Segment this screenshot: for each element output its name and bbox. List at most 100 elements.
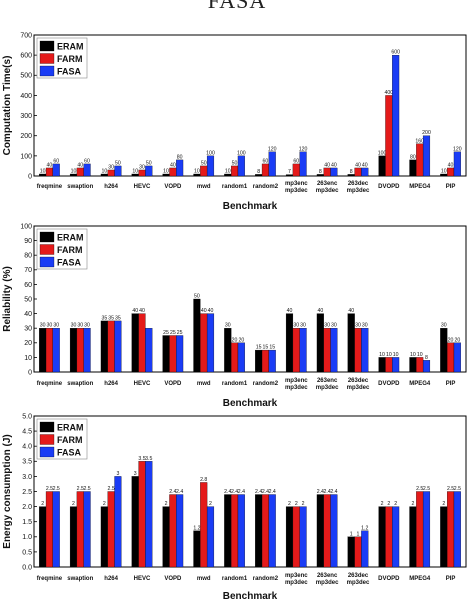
chart1-data-label: 40 xyxy=(362,162,368,168)
chart2-bar-fasa xyxy=(422,360,431,373)
chart3-bar-farm xyxy=(323,494,331,568)
chart3-data-label: 3 xyxy=(116,471,119,477)
chart2-data-label: 30 xyxy=(84,323,90,329)
chart2-bar-fasa xyxy=(145,328,153,373)
chart3-bar-eram xyxy=(285,506,294,568)
chart3-bar-fasa xyxy=(330,494,338,568)
chart2-data-label: 10 xyxy=(393,352,399,358)
chart2-data-label: 40 xyxy=(132,308,138,314)
chart2-bar-fasa xyxy=(176,335,184,373)
chart3-data-label: 2.5 xyxy=(77,486,84,492)
chart2-bar-fasa xyxy=(299,328,307,373)
chart1-bar-fasa xyxy=(330,167,338,177)
chart1-bar-fasa xyxy=(268,151,276,177)
chart2-category-label: h264 xyxy=(104,381,118,387)
chart2-bar-farm xyxy=(200,313,208,373)
chart2-category-label: freqmine xyxy=(37,381,63,387)
chart2-ytick-label: 60 xyxy=(24,282,32,289)
chart3-ytick-label: 3.5 xyxy=(22,459,32,466)
chart2-category-label: VOPD xyxy=(164,381,182,387)
chart2-ytick-label: 80 xyxy=(24,253,32,260)
chart3-data-label: 2.5 xyxy=(454,486,461,492)
chart3-data-label: 2 xyxy=(209,501,212,507)
chart2-legend-label-fasa: FASA xyxy=(57,258,82,268)
chart1-bar-fasa xyxy=(237,155,245,177)
chart1-data-label: 10 xyxy=(225,168,231,174)
chart3-category-label: DVOPD xyxy=(378,576,400,582)
chart1-data-label: 60 xyxy=(263,158,269,164)
chart3-category-label: mp3dec xyxy=(347,580,370,586)
chart2-bar-eram xyxy=(347,313,355,373)
chart3-data-label: 2.5 xyxy=(108,486,115,492)
chart1-legend-label-farm: FARM xyxy=(57,54,83,64)
chart1-bar-fasa xyxy=(52,163,60,177)
chart3-data-label: 2.5 xyxy=(423,486,430,492)
chart3-data-label: 1.2 xyxy=(361,525,368,531)
chart2-data-label: 50 xyxy=(194,294,200,300)
chart2-bar-eram xyxy=(39,328,47,373)
figure-caption: FASA xyxy=(207,0,267,13)
chart1-bar-farm xyxy=(292,163,300,177)
chart1-data-label: 600 xyxy=(391,50,400,56)
chart2-bar-fasa xyxy=(206,313,215,373)
chart3-bar-eram xyxy=(440,506,448,568)
chart2-data-label: 30 xyxy=(77,323,83,329)
chart1-bar-farm xyxy=(76,167,84,177)
chart2-category-label: mp3enc xyxy=(285,378,308,384)
chart3-data-label: 2 xyxy=(411,501,414,507)
chart2-data-label: 20 xyxy=(238,337,244,343)
chart2-category-label: 263dec xyxy=(348,378,369,384)
chart1-bar-fasa xyxy=(361,167,369,177)
chart1-bar-fasa xyxy=(206,155,215,177)
chart3-legend-swatch-fasa xyxy=(39,446,55,458)
chart2-data-label: 30 xyxy=(355,323,361,329)
chart1-bar-eram xyxy=(409,159,417,177)
chart1-legend-label-fasa: FASA xyxy=(57,67,82,77)
chart3-data-label: 2 xyxy=(295,501,298,507)
chart1-data-label: 160 xyxy=(415,138,424,144)
chart3-x-axis-label: Benchmark xyxy=(223,591,278,602)
chart2-data-label: 35 xyxy=(101,315,107,321)
chart3-data-label: 2 xyxy=(302,501,305,507)
chart3-bar-fasa xyxy=(268,494,276,568)
chart1-category-label: random1 xyxy=(222,184,248,190)
chart2-bar-farm xyxy=(138,313,146,373)
chart1-data-label: 40 xyxy=(77,162,83,168)
chart1-bar-farm xyxy=(231,165,239,177)
chart1-data-label: 60 xyxy=(84,158,90,164)
chart3-data-label: 1 xyxy=(357,531,360,537)
chart2-bar-fasa xyxy=(330,328,338,373)
chart1-bar-farm xyxy=(107,169,115,177)
chart2-ytick-label: 0 xyxy=(28,369,32,376)
chart1-category-label: 263enc xyxy=(317,181,338,187)
chart2-data-label: 20 xyxy=(448,337,454,343)
chart3-data-label: 2.4 xyxy=(255,489,262,495)
chart1-data-label: 8 xyxy=(350,169,353,175)
chart3-category-label: random2 xyxy=(253,576,279,582)
chart2-category-label: random1 xyxy=(222,381,248,387)
chart1-category-label: MPEG4 xyxy=(409,184,431,190)
chart1-y-axis-label: Computation Time(s) xyxy=(2,56,13,156)
chart3-bar-farm xyxy=(231,494,239,568)
chart3-legend-label-eram: ERAM xyxy=(57,423,84,433)
chart3-ytick-label: 1.0 xyxy=(22,534,32,541)
chart1-ytick-label: 0 xyxy=(28,173,32,180)
chart3-data-label: 1 xyxy=(350,531,353,537)
chart3-ytick-label: 4.5 xyxy=(22,429,32,436)
chart3-data-label: 2 xyxy=(381,501,384,507)
chart2-bar-eram xyxy=(409,357,417,373)
chart3-bar-eram xyxy=(69,506,78,568)
chart1-bar-fasa xyxy=(453,151,461,177)
chart1-data-label: 50 xyxy=(201,160,207,166)
chart2-ytick-label: 50 xyxy=(24,296,32,303)
chart2-data-label: 30 xyxy=(40,323,46,329)
chart1-ytick-label: 200 xyxy=(20,133,32,140)
chart3-data-label: 2.4 xyxy=(262,489,269,495)
chart1-category-label: h264 xyxy=(104,184,118,190)
chart3-category-label: h264 xyxy=(104,576,118,582)
chart3-data-label: 3 xyxy=(134,471,137,477)
chart2-category-label: mp3dec xyxy=(316,385,339,391)
chart1-category-label: mp3enc xyxy=(285,181,308,187)
chart3-category-label: PIP xyxy=(446,576,456,582)
chart2-bar-eram xyxy=(100,320,108,373)
